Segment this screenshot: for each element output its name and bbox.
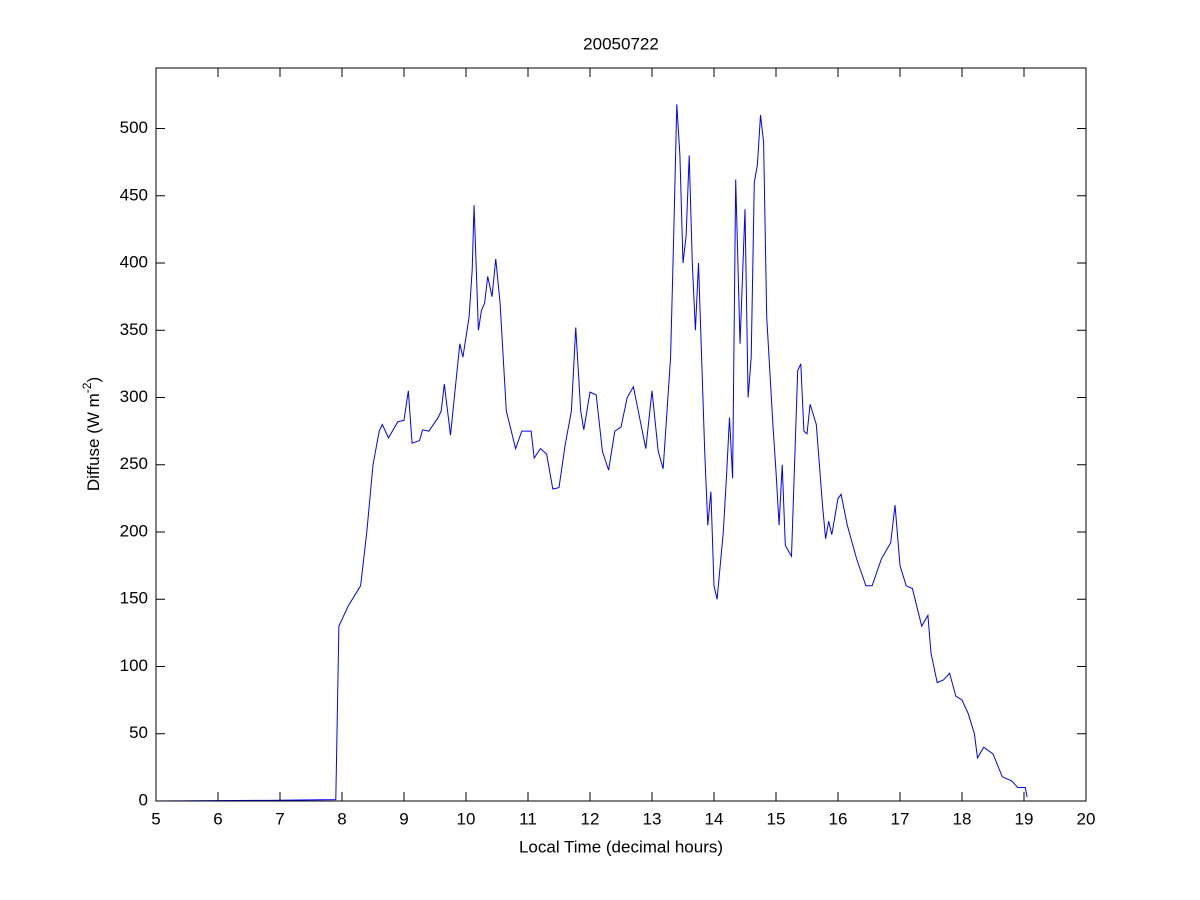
x-tick-label: 19: [1015, 809, 1034, 828]
y-tick-label: 250: [120, 454, 148, 473]
x-tick-label: 20: [1077, 809, 1096, 828]
y-tick-label: 450: [120, 185, 148, 204]
x-tick-label: 14: [705, 809, 724, 828]
y-tick-label: 200: [120, 521, 148, 540]
y-axis-label: Diffuse (W m-2): [80, 377, 103, 491]
y-tick-label: 300: [120, 387, 148, 406]
x-tick-label: 11: [519, 809, 537, 828]
x-tick-label: 7: [275, 809, 284, 828]
y-tick-label: 50: [129, 723, 148, 742]
y-tick-label: 350: [120, 320, 148, 339]
y-tick-label: 500: [120, 118, 148, 137]
x-tick-label: 18: [953, 809, 972, 828]
x-axis-label: Local Time (decimal hours): [519, 837, 723, 856]
x-tick-label: 15: [767, 809, 786, 828]
y-tick-label: 150: [120, 589, 148, 608]
y-label-end: ): [84, 377, 103, 383]
x-tick-label: 17: [891, 809, 910, 828]
data-line: [155, 104, 1028, 802]
y-tick-label: 0: [139, 790, 148, 809]
chart-title: 20050722: [583, 34, 659, 53]
x-tick-label: 6: [213, 809, 222, 828]
x-tick-label: 16: [829, 809, 848, 828]
y-label-main: Diffuse (W m: [84, 393, 103, 491]
y-tick-label: 400: [120, 253, 148, 272]
x-tick-label: 9: [399, 809, 408, 828]
y-label-sup: -2: [80, 382, 94, 393]
x-tick-label: 10: [457, 809, 476, 828]
plot-frame: [155, 67, 1087, 802]
x-tick-label: 12: [581, 809, 600, 828]
x-tick-label: 13: [643, 809, 662, 828]
y-tick-label: 100: [120, 656, 148, 675]
x-tick-label: 5: [151, 809, 160, 828]
x-tick-label: 8: [337, 809, 346, 828]
